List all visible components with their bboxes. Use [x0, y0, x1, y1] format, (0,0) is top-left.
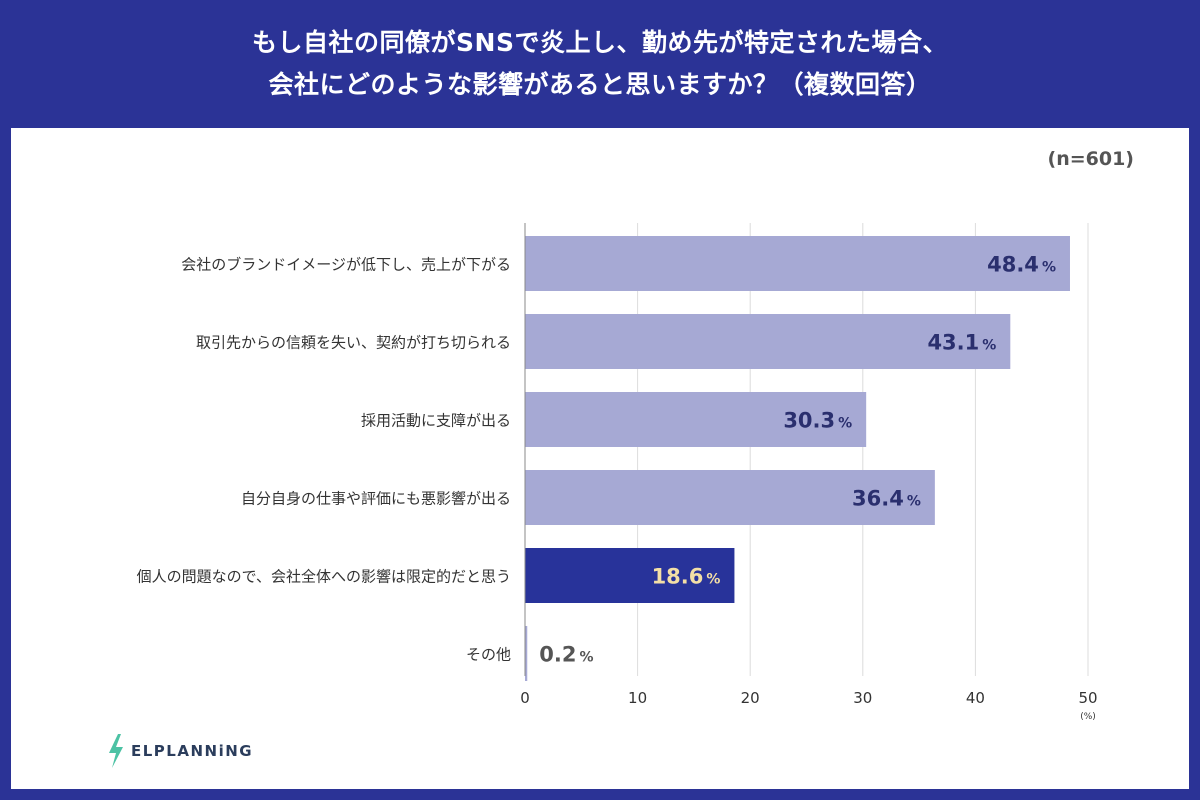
bar [525, 626, 528, 681]
title-line-2: 会社にどのような影響があると思いますか？（複数回答） [268, 70, 932, 99]
category-label: 個人の問題なので、会社全体への影響は限定的だと思う [137, 568, 511, 586]
x-tick-label: 40 [966, 689, 985, 707]
data-label: 48.4% [987, 253, 1056, 277]
logo-text: ELPLANNiNG [131, 742, 254, 760]
category-label: 取引先からの信頼を失い、契約が打ち切られる [196, 334, 511, 352]
bar [525, 392, 867, 447]
category-label: 採用活動に支障が出る [361, 412, 511, 430]
bar [525, 470, 935, 525]
x-tick-label: 10 [628, 689, 647, 707]
data-label: 18.6% [652, 565, 721, 589]
x-tick-label: 0 [520, 689, 530, 707]
bar [525, 548, 735, 603]
title-line-1: もし自社の同僚がSNSで炎上し、勤め先が特定された場合、 [252, 28, 948, 57]
data-label: 0.2% [539, 643, 593, 667]
category-label: 自分自身の仕事や評価にも悪影響が出る [241, 490, 511, 508]
category-label: その他 [466, 646, 511, 664]
category-label: 会社のブランドイメージが低下し、売上が下がる [181, 256, 511, 274]
bar-chart: 0 10 20 30 40 50 (%) 会社のブランドイメージが低下し、売上が下がる 48.4… [137, 223, 1098, 722]
data-label: 30.3% [783, 409, 852, 433]
bar [525, 236, 1070, 291]
x-tick-label: 50 [1078, 689, 1097, 707]
chart-title: もし自社の同僚がSNSで炎上し、勤め先が特定された場合、 会社にどのような影響が… [0, 0, 1200, 128]
lightning-bolt-icon [109, 734, 123, 768]
data-label: 36.4% [852, 487, 921, 511]
x-tick-label: 30 [853, 689, 872, 707]
x-tick-label: 20 [741, 689, 760, 707]
x-axis-unit: (%) [1080, 712, 1096, 722]
bar [525, 314, 1011, 369]
chart-panel: (n=601) 0 10 20 30 40 50 (%) 会社のブランドイメージが低下し、売上… [11, 128, 1189, 789]
logo: ELPLANNiNG [107, 734, 253, 768]
data-label: 43.1% [927, 331, 996, 355]
sample-size: (n=601) [1047, 148, 1134, 170]
